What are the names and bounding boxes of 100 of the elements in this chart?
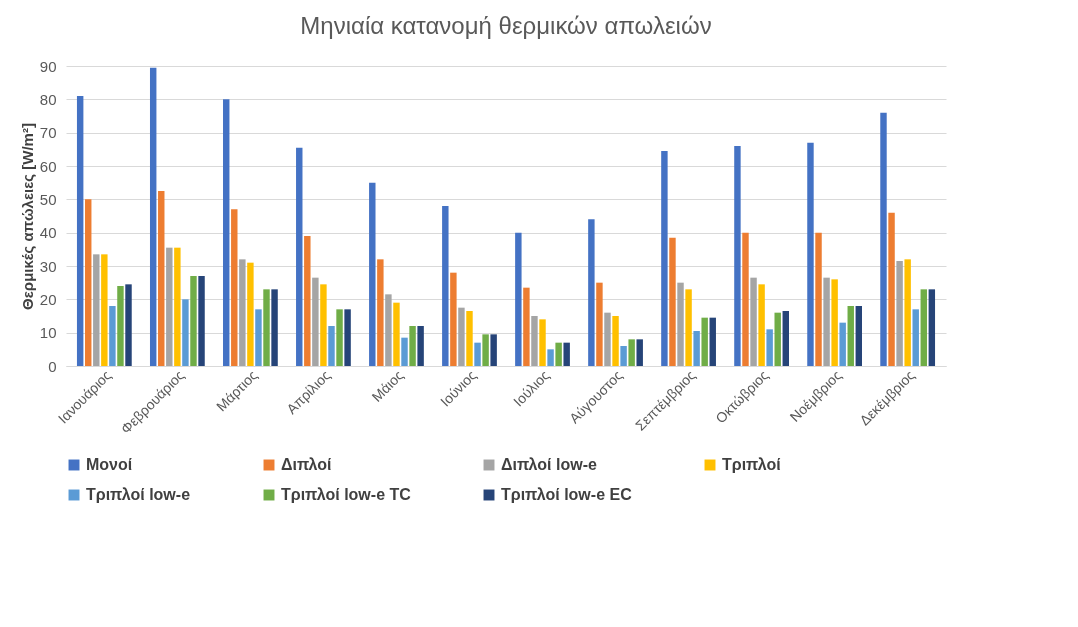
bar — [198, 276, 205, 366]
bar — [815, 232, 822, 366]
bar — [734, 146, 741, 366]
y-tick-label: 50 — [39, 190, 57, 208]
bar — [466, 311, 473, 366]
legend-label: Τριπλοί low-e TC — [281, 486, 412, 503]
bar — [701, 317, 708, 366]
bar — [912, 309, 919, 366]
bar — [782, 311, 789, 366]
bar — [742, 232, 749, 366]
y-tick-label: 60 — [39, 157, 57, 175]
bar — [709, 317, 716, 366]
bar — [774, 312, 781, 366]
bar — [76, 96, 84, 366]
bar — [458, 307, 465, 366]
bar — [271, 289, 278, 366]
bar — [401, 337, 408, 366]
bar — [182, 299, 189, 366]
bar — [531, 316, 538, 366]
bar — [409, 326, 416, 366]
bar — [693, 331, 700, 366]
bar — [263, 289, 270, 366]
bar — [117, 286, 124, 366]
legend-label: Τριπλοί low-e EC — [501, 486, 633, 503]
bar — [677, 282, 684, 366]
y-axis-title: Θερμικές απώλειες [W/m²] — [18, 123, 36, 310]
bar — [661, 151, 668, 366]
bar — [628, 339, 635, 366]
bar — [109, 306, 116, 366]
bar — [888, 212, 895, 366]
bar — [766, 329, 773, 366]
bar — [328, 326, 335, 366]
bar — [596, 282, 603, 366]
bar — [636, 339, 643, 366]
bar — [393, 302, 400, 366]
y-tick-label: 40 — [39, 224, 57, 242]
bar — [369, 182, 376, 366]
bar — [523, 287, 530, 366]
bar — [166, 247, 173, 366]
legend-label: Μονοί — [86, 456, 133, 473]
bar — [474, 342, 481, 366]
bar — [320, 284, 327, 366]
y-tick-label: 90 — [39, 57, 57, 75]
bar — [149, 67, 157, 366]
bar — [312, 277, 319, 366]
bar — [482, 334, 489, 366]
bar — [515, 232, 522, 366]
bar — [385, 294, 392, 366]
legend-label: Τριπλοί low-e — [86, 486, 191, 503]
bar — [847, 306, 854, 366]
y-tick-label: 0 — [48, 357, 57, 375]
y-tick-label: 20 — [39, 290, 57, 308]
bar — [685, 289, 692, 366]
bar — [669, 237, 676, 366]
bar — [904, 259, 911, 366]
bar — [417, 326, 424, 366]
y-tick-label: 70 — [39, 124, 57, 142]
bar — [928, 289, 936, 366]
y-tick-label: 10 — [39, 324, 57, 342]
legend-label: Διπλοί — [281, 456, 332, 473]
bar — [555, 342, 562, 366]
bar — [231, 209, 238, 366]
bar — [831, 279, 838, 366]
bar — [920, 289, 927, 366]
bar — [336, 309, 343, 366]
bar — [450, 272, 457, 366]
bar — [839, 322, 846, 366]
bar — [750, 277, 757, 366]
bar — [620, 346, 627, 366]
bar — [604, 312, 611, 366]
bar — [158, 191, 165, 366]
bar — [101, 254, 108, 366]
bar — [255, 309, 262, 366]
bar — [344, 309, 351, 366]
bar — [807, 142, 814, 366]
bar — [377, 259, 384, 366]
legend-label: Διπλοί low-e — [501, 456, 597, 473]
bar — [125, 284, 132, 366]
bar — [896, 261, 903, 366]
bar — [612, 316, 619, 366]
bar — [174, 247, 181, 366]
bar — [539, 319, 546, 366]
bar — [239, 259, 246, 366]
bar — [563, 342, 570, 366]
chart-title: Μηνιαία κατανομή θερμικών απωλειών — [300, 12, 712, 39]
y-tick-label: 30 — [39, 257, 57, 275]
bar — [588, 219, 595, 366]
bar — [247, 262, 254, 366]
bar — [296, 147, 303, 366]
legend-label: Τριπλοί — [722, 456, 781, 473]
bar — [442, 206, 449, 366]
bar — [758, 284, 765, 366]
bar — [85, 199, 92, 366]
bar — [304, 236, 311, 366]
bar — [823, 277, 830, 366]
bar — [223, 99, 230, 366]
bar — [855, 306, 863, 366]
bar — [190, 276, 197, 366]
bar — [490, 334, 497, 366]
bar — [880, 112, 887, 366]
